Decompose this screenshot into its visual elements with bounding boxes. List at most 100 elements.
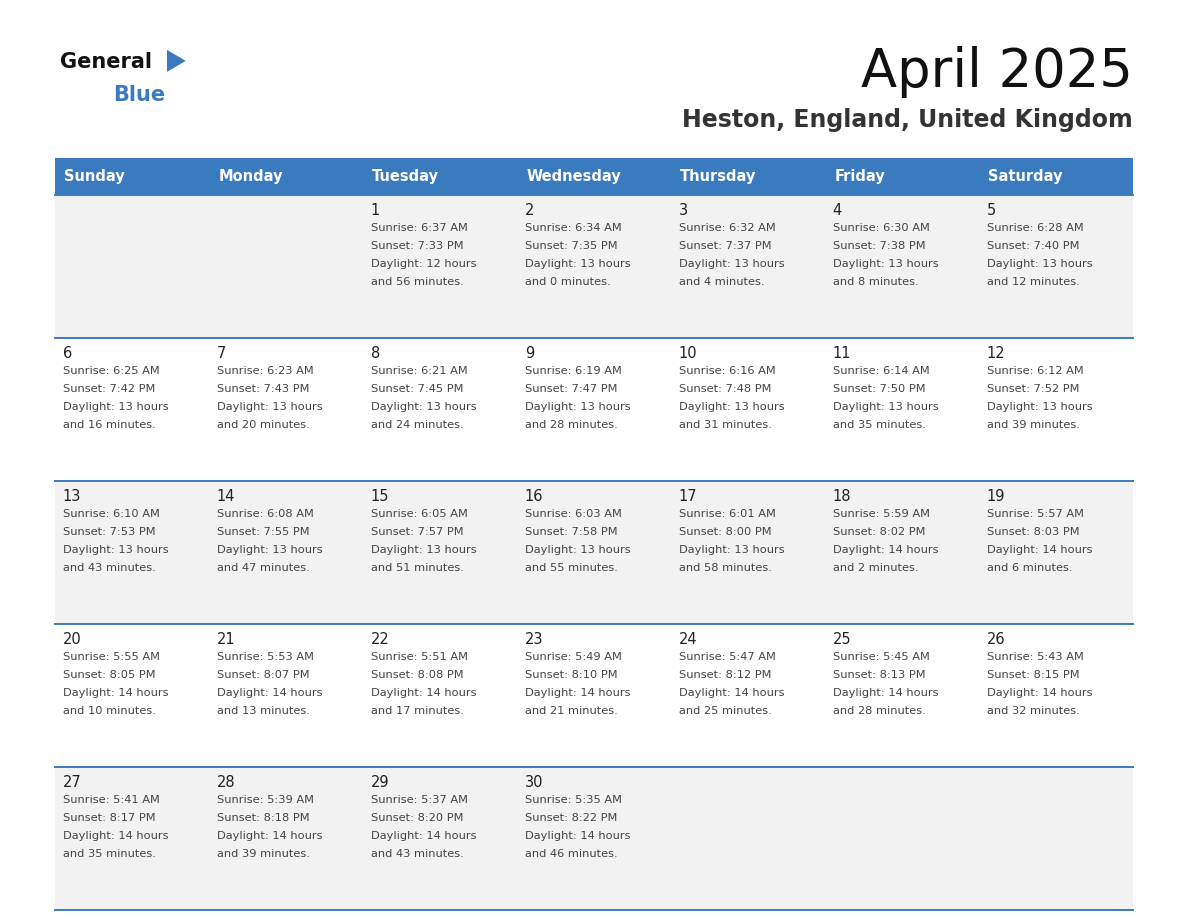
Text: and 55 minutes.: and 55 minutes.: [525, 563, 618, 573]
Bar: [55, 481, 209, 624]
Text: Sunrise: 6:32 AM: Sunrise: 6:32 AM: [678, 223, 776, 233]
Bar: [671, 624, 824, 767]
Text: and 31 minutes.: and 31 minutes.: [678, 420, 771, 430]
Text: 18: 18: [833, 489, 851, 504]
Text: Daylight: 14 hours: Daylight: 14 hours: [216, 688, 322, 698]
Bar: [824, 767, 979, 910]
Text: Daylight: 14 hours: Daylight: 14 hours: [371, 688, 476, 698]
Text: 6: 6: [63, 346, 72, 361]
Bar: [979, 624, 1133, 767]
Text: Monday: Monday: [219, 169, 283, 184]
Text: Sunrise: 6:16 AM: Sunrise: 6:16 AM: [678, 366, 776, 376]
Bar: [671, 481, 824, 624]
Text: Daylight: 13 hours: Daylight: 13 hours: [525, 402, 631, 412]
Text: 25: 25: [833, 632, 852, 647]
Text: Sunset: 8:07 PM: Sunset: 8:07 PM: [216, 670, 309, 680]
Text: Sunrise: 5:45 AM: Sunrise: 5:45 AM: [833, 652, 929, 662]
Text: Sunrise: 6:10 AM: Sunrise: 6:10 AM: [63, 509, 159, 519]
Text: Sunset: 8:08 PM: Sunset: 8:08 PM: [371, 670, 463, 680]
Text: Sunset: 8:18 PM: Sunset: 8:18 PM: [216, 813, 309, 823]
Text: and 16 minutes.: and 16 minutes.: [63, 420, 156, 430]
Bar: [55, 624, 209, 767]
Text: and 51 minutes.: and 51 minutes.: [371, 563, 463, 573]
Text: Saturday: Saturday: [988, 169, 1063, 184]
Text: Daylight: 13 hours: Daylight: 13 hours: [833, 259, 939, 269]
Text: and 20 minutes.: and 20 minutes.: [216, 420, 309, 430]
Text: Sunset: 7:37 PM: Sunset: 7:37 PM: [678, 241, 771, 251]
Text: Daylight: 13 hours: Daylight: 13 hours: [371, 545, 476, 555]
Text: and 28 minutes.: and 28 minutes.: [525, 420, 618, 430]
Text: Daylight: 13 hours: Daylight: 13 hours: [63, 402, 169, 412]
Text: Sunrise: 5:41 AM: Sunrise: 5:41 AM: [63, 795, 159, 805]
Bar: [364, 195, 517, 338]
Text: and 12 minutes.: and 12 minutes.: [987, 277, 1080, 287]
Text: 17: 17: [678, 489, 697, 504]
Text: Sunset: 7:58 PM: Sunset: 7:58 PM: [525, 527, 618, 537]
Text: Sunset: 8:03 PM: Sunset: 8:03 PM: [987, 527, 1080, 537]
Text: Sunset: 8:12 PM: Sunset: 8:12 PM: [678, 670, 771, 680]
Text: and 17 minutes.: and 17 minutes.: [371, 706, 463, 716]
Text: and 10 minutes.: and 10 minutes.: [63, 706, 156, 716]
Text: Daylight: 14 hours: Daylight: 14 hours: [63, 688, 169, 698]
Bar: [671, 158, 824, 195]
Text: and 43 minutes.: and 43 minutes.: [371, 849, 463, 859]
Text: Sunset: 7:43 PM: Sunset: 7:43 PM: [216, 384, 309, 394]
Text: Sunset: 7:38 PM: Sunset: 7:38 PM: [833, 241, 925, 251]
Text: 27: 27: [63, 775, 82, 790]
Text: Daylight: 13 hours: Daylight: 13 hours: [678, 259, 784, 269]
Text: 2: 2: [525, 203, 535, 218]
Text: Sunrise: 5:37 AM: Sunrise: 5:37 AM: [371, 795, 468, 805]
Text: Tuesday: Tuesday: [372, 169, 440, 184]
Text: 14: 14: [216, 489, 235, 504]
Text: 22: 22: [371, 632, 390, 647]
Bar: [209, 624, 364, 767]
Text: Sunset: 7:35 PM: Sunset: 7:35 PM: [525, 241, 618, 251]
Text: Daylight: 14 hours: Daylight: 14 hours: [678, 688, 784, 698]
Text: Daylight: 14 hours: Daylight: 14 hours: [833, 688, 939, 698]
Bar: [824, 158, 979, 195]
Text: Sunset: 7:45 PM: Sunset: 7:45 PM: [371, 384, 463, 394]
Text: 12: 12: [987, 346, 1005, 361]
Text: Daylight: 13 hours: Daylight: 13 hours: [216, 402, 322, 412]
Text: 4: 4: [833, 203, 842, 218]
Text: Sunset: 8:10 PM: Sunset: 8:10 PM: [525, 670, 618, 680]
Text: Daylight: 14 hours: Daylight: 14 hours: [216, 831, 322, 841]
Text: 23: 23: [525, 632, 543, 647]
Bar: [671, 195, 824, 338]
Text: 1: 1: [371, 203, 380, 218]
Text: and 0 minutes.: and 0 minutes.: [525, 277, 611, 287]
Bar: [209, 338, 364, 481]
Bar: [517, 481, 671, 624]
Text: Heston, England, United Kingdom: Heston, England, United Kingdom: [682, 108, 1133, 132]
Text: Daylight: 14 hours: Daylight: 14 hours: [525, 831, 630, 841]
Text: Daylight: 14 hours: Daylight: 14 hours: [987, 545, 1092, 555]
Text: 30: 30: [525, 775, 543, 790]
Text: Sunset: 8:22 PM: Sunset: 8:22 PM: [525, 813, 617, 823]
Bar: [55, 158, 209, 195]
Text: 5: 5: [987, 203, 996, 218]
Text: Daylight: 14 hours: Daylight: 14 hours: [63, 831, 169, 841]
Text: Daylight: 13 hours: Daylight: 13 hours: [678, 402, 784, 412]
Text: Sunrise: 6:30 AM: Sunrise: 6:30 AM: [833, 223, 929, 233]
Text: Wednesday: Wednesday: [526, 169, 621, 184]
Bar: [979, 481, 1133, 624]
Text: Daylight: 13 hours: Daylight: 13 hours: [216, 545, 322, 555]
Text: Sunrise: 6:25 AM: Sunrise: 6:25 AM: [63, 366, 159, 376]
Text: 10: 10: [678, 346, 697, 361]
Bar: [55, 767, 209, 910]
Text: and 32 minutes.: and 32 minutes.: [987, 706, 1080, 716]
Text: Sunrise: 5:35 AM: Sunrise: 5:35 AM: [525, 795, 621, 805]
Text: Sunset: 7:53 PM: Sunset: 7:53 PM: [63, 527, 156, 537]
Text: Blue: Blue: [113, 85, 165, 105]
Bar: [824, 195, 979, 338]
Text: Sunrise: 5:51 AM: Sunrise: 5:51 AM: [371, 652, 468, 662]
Text: and 13 minutes.: and 13 minutes.: [216, 706, 310, 716]
Text: Sunset: 8:13 PM: Sunset: 8:13 PM: [833, 670, 925, 680]
Text: Sunrise: 6:12 AM: Sunrise: 6:12 AM: [987, 366, 1083, 376]
Text: 15: 15: [371, 489, 390, 504]
Text: Sunrise: 5:43 AM: Sunrise: 5:43 AM: [987, 652, 1083, 662]
Text: 8: 8: [371, 346, 380, 361]
Bar: [824, 481, 979, 624]
Text: and 2 minutes.: and 2 minutes.: [833, 563, 918, 573]
Text: Sunrise: 5:39 AM: Sunrise: 5:39 AM: [216, 795, 314, 805]
